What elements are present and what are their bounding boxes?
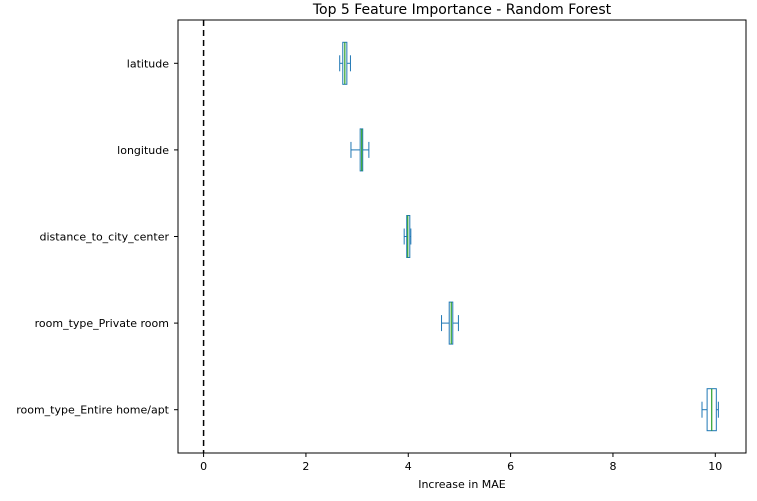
y-tick-label: longitude: [117, 144, 169, 157]
box-3: [403, 215, 412, 258]
y-tick-label: room_type_Entire home/apt: [16, 404, 169, 417]
box-5: [701, 388, 719, 432]
y-tick-label: latitude: [127, 57, 169, 70]
x-tick-label: 2: [302, 460, 309, 473]
plot-frame: [177, 19, 747, 454]
plot-area: [177, 19, 747, 454]
box-1: [339, 41, 351, 85]
box-4: [441, 301, 459, 345]
x-tick-label: 4: [405, 460, 412, 473]
box-2: [350, 128, 370, 172]
y-tick-label: room_type_Private room: [35, 317, 169, 330]
x-tick-label: 0: [200, 460, 207, 473]
x-tick-label: 6: [507, 460, 514, 473]
x-tick-label: 8: [609, 460, 616, 473]
chart-title: Top 5 Feature Importance - Random Forest: [312, 2, 612, 18]
x-tick-label: 10: [708, 460, 722, 473]
x-axis-label: Increase in MAE: [418, 478, 506, 491]
y-tick-label: distance_to_city_center: [40, 231, 170, 244]
y-axis: latitude longitude distance_to_city_center…: [16, 57, 178, 417]
x-axis: 0 2 4 6 8 10: [200, 453, 722, 473]
